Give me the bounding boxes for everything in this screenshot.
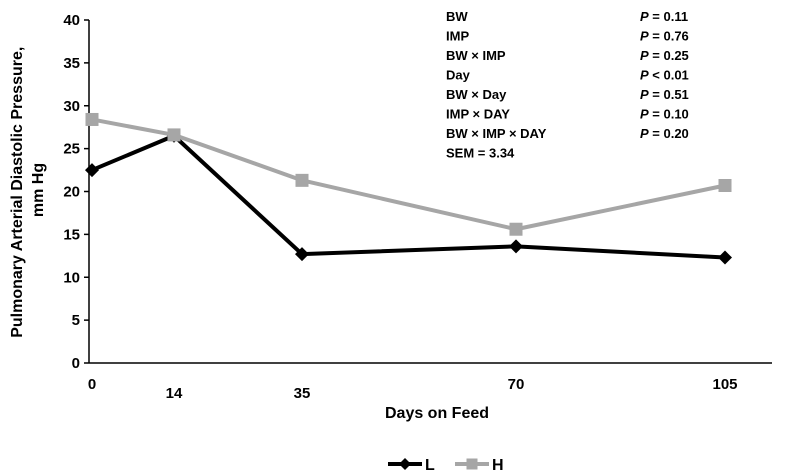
y-tick-label: 35 bbox=[63, 55, 80, 72]
y-tick-label: 15 bbox=[63, 226, 80, 243]
stat-label: Day bbox=[446, 68, 471, 83]
legend-swatch-marker bbox=[466, 458, 478, 470]
x-ticks: 0 14 35 70 105 bbox=[88, 376, 738, 402]
x-tick-label: 14 bbox=[166, 385, 183, 402]
y-axis-title: Pulmonary Arterial Diastolic Pressure, m… bbox=[9, 42, 47, 338]
data-point-L bbox=[85, 163, 99, 178]
y-tick-label: 25 bbox=[63, 141, 80, 158]
series-H bbox=[85, 112, 732, 236]
stat-p-value: P = 0.25 bbox=[640, 48, 689, 63]
y-tick-label: 0 bbox=[72, 355, 80, 372]
y-tick-label: 10 bbox=[63, 269, 80, 286]
data-point-H bbox=[167, 128, 181, 142]
x-tick-label: 35 bbox=[294, 385, 311, 402]
data-point-H bbox=[718, 178, 732, 192]
stats-annotation: BW P = 0.11 IMP P = 0.76 BW × IMP P = 0.25 Day… bbox=[446, 9, 689, 161]
data-point-H bbox=[509, 222, 523, 236]
x-tick-label: 70 bbox=[508, 376, 525, 393]
y-axis-title-line-2: mm Hg bbox=[30, 163, 47, 217]
data-point-H bbox=[295, 173, 309, 187]
data-point-L bbox=[509, 239, 523, 254]
y-ticks: 0 5 10 15 20 25 30 35 40 bbox=[63, 12, 89, 372]
series-layer bbox=[85, 112, 732, 265]
x-tick-label: 105 bbox=[712, 376, 737, 393]
stat-p-value: P = 0.76 bbox=[640, 29, 689, 44]
stat-p-value: P = 0.11 bbox=[640, 9, 688, 24]
stat-label: BW × IMP bbox=[446, 48, 506, 63]
stat-label: IMP bbox=[446, 29, 469, 44]
stat-p-value: P = 0.51 bbox=[640, 87, 689, 102]
y-tick-label: 30 bbox=[63, 98, 80, 115]
stat-label: IMP × DAY bbox=[446, 107, 510, 122]
data-point-L bbox=[718, 250, 732, 265]
stat-p-value: P = 0.10 bbox=[640, 107, 689, 122]
y-tick-label: 20 bbox=[63, 184, 80, 201]
legend-label: L bbox=[425, 457, 435, 474]
legend-item-H: H bbox=[455, 457, 504, 474]
stat-label: BW bbox=[446, 9, 468, 24]
x-axis-title: Days on Feed bbox=[385, 405, 489, 422]
stat-label: BW × Day bbox=[446, 87, 507, 102]
legend-item-L: L bbox=[388, 457, 435, 474]
series-L bbox=[85, 128, 732, 265]
data-point-L bbox=[295, 247, 309, 262]
stat-p-value: P = 0.20 bbox=[640, 126, 689, 141]
x-tick-label: 0 bbox=[88, 376, 96, 393]
series-line-H bbox=[91, 117, 726, 232]
data-point-H bbox=[85, 112, 99, 126]
stat-label: BW × IMP × DAY bbox=[446, 126, 547, 141]
series-line-L bbox=[91, 133, 726, 260]
y-axis-title-line-1: Pulmonary Arterial Diastolic Pressure, bbox=[9, 47, 26, 338]
legend-swatch-marker bbox=[399, 458, 411, 470]
y-tick-label: 5 bbox=[72, 312, 80, 329]
legend-label: H bbox=[492, 457, 504, 474]
stat-label: SEM = 3.34 bbox=[446, 146, 515, 161]
stat-p-value: P < 0.01 bbox=[640, 68, 689, 83]
y-tick-label: 40 bbox=[63, 12, 80, 29]
